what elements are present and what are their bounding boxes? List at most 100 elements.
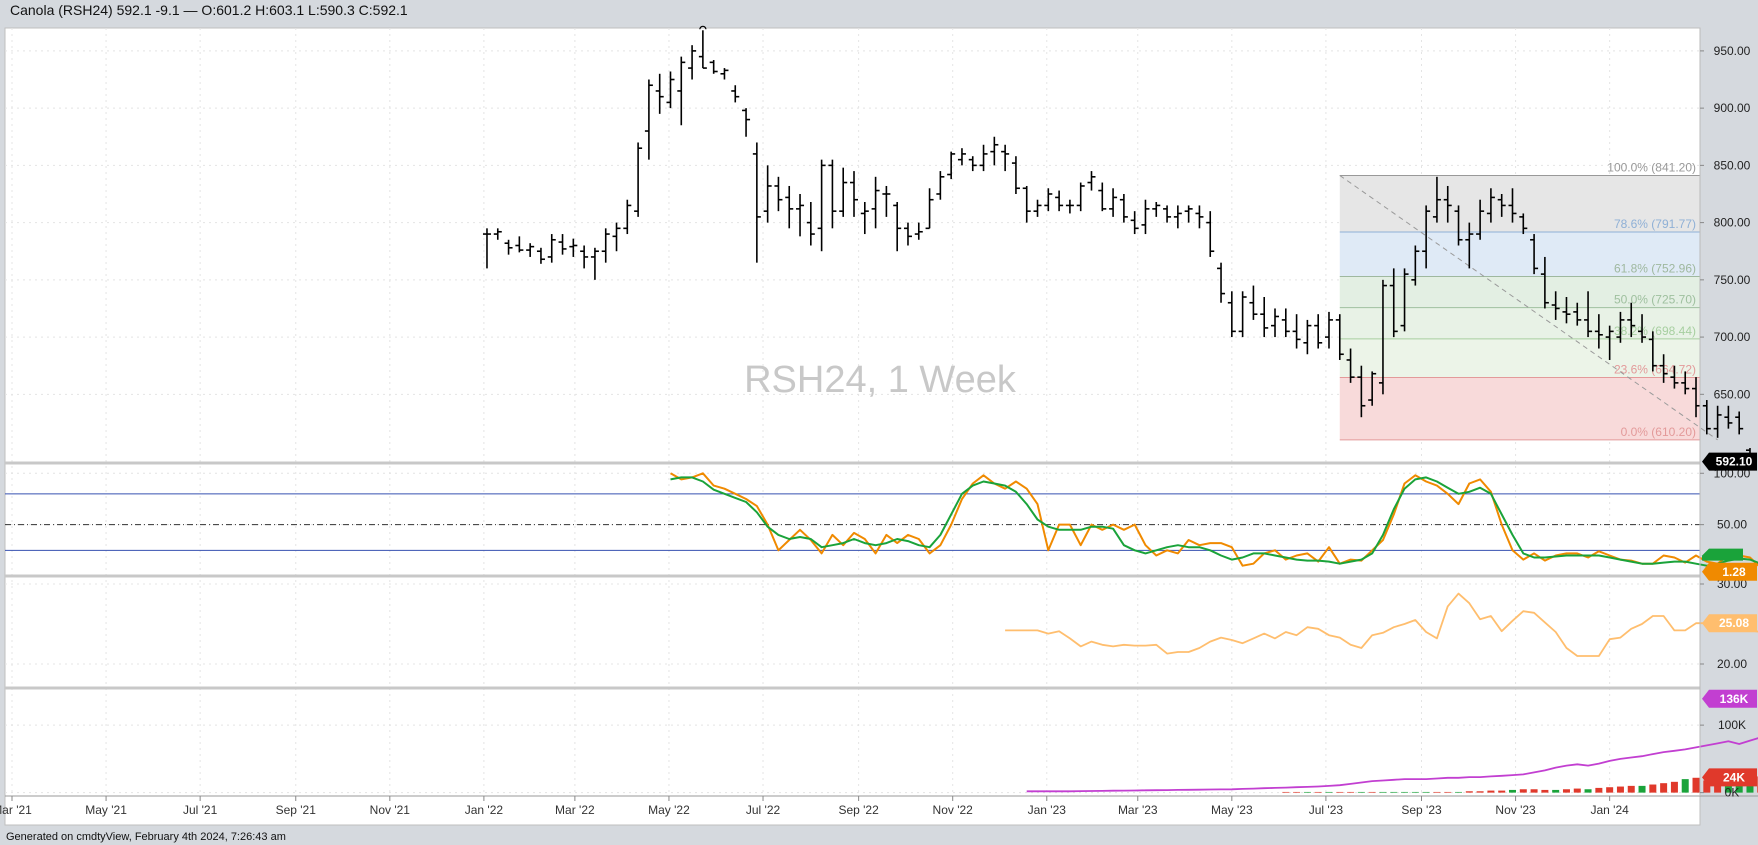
volume-bar (1293, 791, 1301, 793)
stochastic-panel[interactable] (5, 472, 1758, 568)
fib-zone (1339, 175, 1700, 233)
volume-bar (1692, 777, 1700, 793)
volatility-line (1005, 592, 1758, 657)
x-tick-label: May '21 (85, 803, 127, 817)
price-bar (1648, 331, 1657, 372)
price-bar (1713, 405, 1722, 438)
price-bar (850, 171, 859, 217)
price-bar (482, 228, 491, 269)
price-bar (796, 193, 805, 237)
price-bar (1173, 205, 1182, 229)
price-bar (1411, 245, 1420, 286)
fib-level-label: 61.8% (752.96) (1614, 261, 1696, 275)
price-bar (666, 71, 675, 109)
price-bar (547, 234, 556, 263)
volume-bar (1282, 791, 1290, 793)
x-tick-label: May '22 (648, 803, 690, 817)
price-bar (1044, 188, 1053, 212)
panel-divider (5, 686, 1700, 690)
price-bar (1659, 354, 1668, 383)
price-bar (731, 85, 740, 103)
price-y-tick-label: 800.00 (1714, 216, 1751, 230)
price-bar (785, 185, 794, 229)
oi-y-tick-label: 100K (1718, 718, 1746, 732)
price-bar (493, 228, 502, 240)
volume-bar (1573, 788, 1581, 793)
price-bar (1368, 371, 1377, 406)
price-bar (1594, 314, 1603, 349)
price-y-tick-label: 900.00 (1714, 101, 1751, 115)
volume-bar (1433, 791, 1441, 793)
oi-y-tick-label: 0K (1725, 786, 1740, 800)
price-bar (957, 148, 966, 166)
volatility-last-label: 25.08 (1719, 616, 1749, 630)
volume-bar (1347, 791, 1355, 793)
price-bar (914, 222, 923, 240)
price-bar (1605, 325, 1614, 360)
fib-level-label: 38.2% (698.44) (1614, 324, 1696, 338)
price-bar (1422, 205, 1431, 269)
volume-bar (1401, 791, 1409, 793)
open-interest-last-label-bg (1702, 689, 1757, 708)
fib-level-label: 23.6% (664.72) (1614, 362, 1696, 376)
volume-bar (1724, 781, 1732, 793)
volume-bar (1508, 789, 1516, 793)
x-tick-label: Jul '21 (183, 803, 218, 817)
volume-bar (1714, 781, 1722, 793)
panel-separators (5, 28, 1758, 797)
fib-level-label: 50.0% (725.70) (1614, 293, 1696, 307)
volume-bar (1444, 791, 1452, 793)
price-bar (990, 136, 999, 166)
x-tick-label: Nov '21 (370, 803, 411, 817)
price-bar (1486, 188, 1495, 223)
price-bar (1454, 205, 1463, 246)
volume-bar (1541, 789, 1549, 793)
volume-bar (1616, 786, 1624, 793)
y-axes: 650.00 700.00 750.00 800.00 850.00 900.00 950.… (1700, 44, 1751, 800)
volatility-panel[interactable] (1005, 592, 1758, 657)
price-bar (590, 247, 599, 280)
price-bar (925, 188, 934, 230)
x-tick-label: Sep '22 (838, 803, 879, 817)
volume-bar (1498, 790, 1506, 793)
price-bar (515, 236, 524, 253)
price-bar (1530, 234, 1539, 275)
price-bar (709, 60, 718, 74)
price-bar (1638, 314, 1647, 343)
price-y-tick-label: 700.00 (1714, 330, 1751, 344)
price-bar (1476, 199, 1485, 240)
open-interest-panel[interactable] (1026, 691, 1758, 793)
volume-bar (1638, 785, 1646, 793)
volume-bar (1455, 791, 1463, 793)
price-bar (1238, 291, 1247, 338)
price-bar (1098, 182, 1107, 212)
chart-header-title: Canola (RSH24) 592.1 -9.1 — O:601.2 H:60… (10, 2, 408, 18)
volume-bar (1390, 791, 1398, 793)
price-bars[interactable] (482, 25, 1754, 468)
volume-bar (1681, 779, 1689, 793)
price-bar (1011, 156, 1020, 194)
price-bar (1130, 211, 1139, 235)
price-bar (860, 202, 869, 235)
volume-bar (1703, 780, 1711, 793)
price-bar (677, 56, 686, 126)
x-tick-label: Nov '23 (1495, 803, 1536, 817)
price-bar (1346, 348, 1355, 383)
price-bar (1314, 314, 1323, 349)
price-bar (1324, 311, 1333, 349)
price-bar (882, 185, 891, 217)
fibonacci-retracement[interactable]: 100.0% (841.20) 78.6% (791.77) 61.8% (752.… (1339, 160, 1718, 441)
price-bar (774, 176, 783, 212)
x-tick-label: May '23 (1211, 803, 1253, 817)
price-bar (698, 30, 707, 69)
price-bar (536, 247, 545, 264)
open-interest-last-label-group: 136K (1702, 689, 1757, 708)
volume-bar (1735, 782, 1743, 793)
price-bar (1540, 256, 1549, 309)
x-tick-label: Mar '22 (555, 803, 595, 817)
x-tick-label: Nov '22 (933, 803, 974, 817)
stochastic-d-tag (1702, 548, 1743, 561)
price-bar (763, 165, 772, 223)
panel-divider (5, 574, 1700, 578)
